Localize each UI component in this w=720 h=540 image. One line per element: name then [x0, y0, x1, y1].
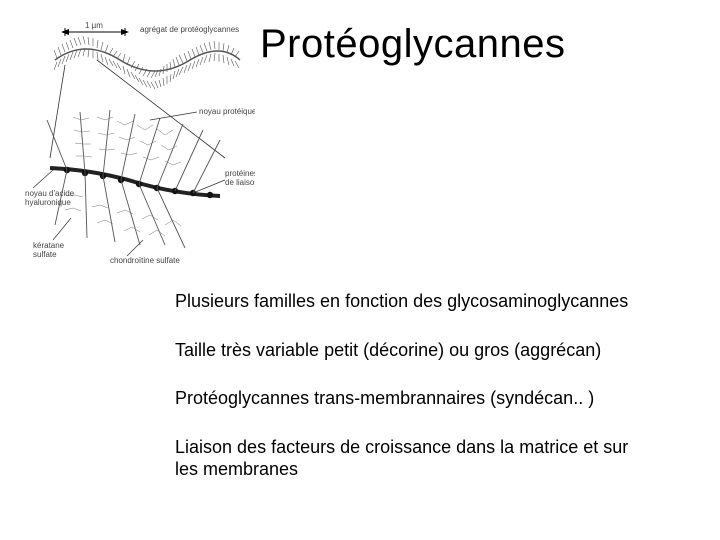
monomer-detail — [47, 110, 220, 248]
figure-top: 1 µm agrégat de protéoglycannes — [61, 21, 239, 36]
figure-svg: 1 µm agrégat de protéoglycannes — [25, 20, 255, 265]
body-p4a: Liaison des facteurs de croissance dans … — [175, 436, 695, 459]
proteoglycan-figure: 1 µm agrégat de protéoglycannes — [25, 20, 255, 265]
label-proteines-liaison: protéinesde liaison — [225, 169, 255, 187]
top-label: agrégat de protéoglycannes — [140, 25, 239, 34]
label-chondroitine-sulfate: chondroïtine sulfate — [110, 256, 180, 265]
body-p4b: les membranes — [175, 458, 695, 481]
label-noyau-hyaluronique: noyau d'acidehyaluronique — [25, 189, 75, 207]
body-p3: Protéoglycannes trans-membrannaires (syn… — [175, 387, 695, 410]
scale-label: 1 µm — [85, 21, 103, 30]
aggregate-overview — [54, 36, 240, 89]
body-p2: Taille très variable petit (décorine) ou… — [175, 339, 695, 362]
slide: Protéoglycannes 1 µm agrégat de protéogl… — [0, 0, 720, 540]
body-p1: Plusieurs familles en fonction des glyco… — [175, 290, 695, 313]
label-noyau-proteique: noyau protéique — [199, 107, 255, 116]
page-title: Protéoglycannes — [260, 22, 565, 67]
body-text: Plusieurs familles en fonction des glyco… — [175, 290, 695, 507]
label-keratane-sulfate: kératanesulfate — [33, 241, 65, 259]
